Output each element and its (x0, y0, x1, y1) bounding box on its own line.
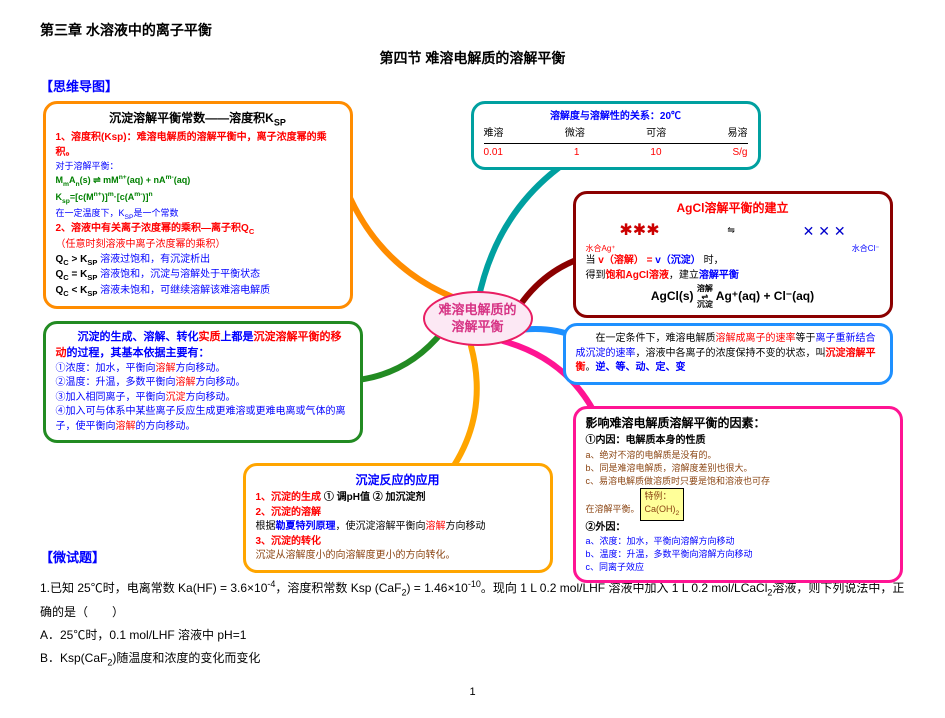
agcl-title: AgCl溶解平衡的建立 (586, 200, 880, 217)
agcl-result: 得到饱和AgCl溶液，建立溶解平衡 (586, 269, 880, 284)
center-node: 难溶电解质的 溶解平衡 (423, 291, 533, 346)
agcl-condition: 当 v（溶解） = v（沉淀） 时， (586, 254, 880, 269)
center-line2: 溶解平衡 (438, 319, 516, 336)
box-factors: 影响难溶电解质溶解平衡的因素： ①内因：电解质本身的性质a、绝对不溶的电解质是没… (573, 406, 903, 583)
ion-ag: 水合Ag⁺ (586, 243, 616, 255)
option-b: B．Ksp(CaF2)随温度和浓度的变化而变化 (40, 647, 905, 671)
chapter-title: 第三章 水溶液中的离子平衡 (40, 20, 905, 40)
box-definition: 在一定条件下，难溶电解质溶解成离子的速率等于离子重新结合成沉淀的速率，溶液中各离… (563, 323, 893, 385)
apply-title: 沉淀反应的应用 (256, 472, 540, 489)
mindmap-diagram: 难溶电解质的 溶解平衡 沉淀溶解平衡常数——溶度积KSP 1、溶度积(Ksp)：… (43, 101, 903, 541)
center-line1: 难溶电解质的 (438, 302, 516, 319)
factors-title: 影响难溶电解质溶解平衡的因素： (586, 415, 890, 432)
scale-title: 溶解度与溶解性的关系：20℃ (484, 110, 748, 125)
box-ksp-title: 沉淀溶解平衡常数——溶度积KSP (56, 110, 340, 129)
agcl-equation: AgCl(s) 溶解⇌沉淀 Ag⁺(aq) + Cl⁻(aq) (586, 285, 880, 309)
questions-block: 1.已知 25℃时，电离常数 Ka(HF) = 3.6×10-4，溶度积常数 K… (40, 576, 905, 672)
mindmap-label: 【思维导图】 (40, 76, 905, 95)
box-ksp: 沉淀溶解平衡常数——溶度积KSP 1、溶度积(Ksp)：难溶电解质的溶解平衡中，… (43, 101, 353, 309)
box-shift: 沉淀的生成、溶解、转化实质上都是沉淀溶解平衡的移动的过程，其基本依据主要有： ①… (43, 321, 363, 443)
section-title: 第四节 难溶电解质的溶解平衡 (40, 48, 905, 68)
option-a: A．25℃时，0.1 mol/LHF 溶液中 pH=1 (40, 624, 905, 647)
box-application: 沉淀反应的应用 1、沉淀的生成 ① 调pH值 ② 加沉淀剂2、沉淀的溶解根据勒夏… (243, 463, 553, 573)
ion-cl: 水合Cl⁻ (852, 243, 880, 255)
box-solubility-scale: 溶解度与溶解性的关系：20℃ 难溶微溶可溶易溶 0.01110S/g (471, 101, 761, 170)
page-number: 1 (40, 686, 905, 698)
box-agcl: AgCl溶解平衡的建立 ✱✱✱ ⇋ ✕ ✕ ✕ 水合Ag⁺ 水合Cl⁻ 当 v（… (573, 191, 893, 318)
shift-title: 沉淀的生成、溶解、转化实质上都是沉淀溶解平衡的移动的过程，其基本依据主要有： (56, 330, 350, 362)
question-1: 1.已知 25℃时，电离常数 Ka(HF) = 3.6×10-4，溶度积常数 K… (40, 576, 905, 624)
